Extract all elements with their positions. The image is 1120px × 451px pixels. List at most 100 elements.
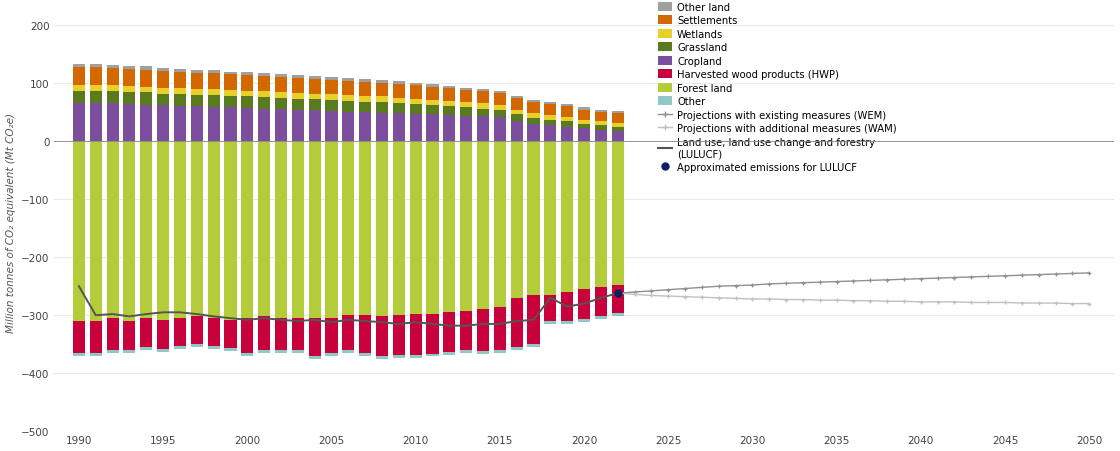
Bar — [309, 356, 320, 359]
Bar — [207, 142, 220, 318]
Bar — [326, 95, 337, 101]
Bar — [595, 126, 607, 130]
Bar — [140, 71, 152, 87]
Bar — [207, 74, 220, 90]
Bar — [612, 112, 624, 114]
Bar — [460, 116, 473, 142]
Bar — [612, 142, 624, 285]
Bar — [578, 129, 590, 142]
Bar — [274, 93, 287, 99]
Bar — [123, 92, 136, 105]
Bar — [494, 350, 506, 353]
Bar — [73, 68, 85, 86]
Bar — [258, 77, 270, 92]
Bar — [157, 72, 169, 88]
Bar — [123, 70, 136, 87]
Bar — [343, 316, 354, 350]
Bar — [595, 142, 607, 288]
Point — [609, 290, 627, 297]
Bar — [174, 318, 186, 346]
Bar — [343, 102, 354, 112]
Bar — [90, 68, 102, 86]
Bar — [410, 83, 422, 86]
Bar — [444, 142, 456, 313]
Bar — [326, 353, 337, 356]
Bar — [224, 348, 236, 351]
Bar — [393, 355, 405, 358]
Bar — [578, 120, 590, 124]
Bar — [258, 317, 270, 350]
Bar — [157, 88, 169, 94]
Bar — [444, 102, 456, 107]
Bar — [106, 86, 119, 92]
Bar — [528, 295, 540, 345]
Bar — [595, 288, 607, 317]
Bar — [528, 114, 540, 119]
Bar — [90, 142, 102, 321]
Bar — [90, 104, 102, 142]
Bar — [157, 320, 169, 349]
Bar — [241, 142, 253, 318]
Bar — [73, 65, 85, 68]
Bar — [360, 316, 371, 353]
Bar — [207, 96, 220, 108]
Bar — [427, 106, 439, 115]
Bar — [207, 346, 220, 349]
Bar — [612, 285, 624, 313]
Bar — [258, 142, 270, 317]
Bar — [90, 353, 102, 356]
Bar — [157, 69, 169, 72]
Bar — [73, 142, 85, 321]
Bar — [140, 347, 152, 350]
Bar — [427, 314, 439, 354]
Bar — [427, 101, 439, 106]
Bar — [360, 97, 371, 102]
Bar — [460, 108, 473, 116]
Bar — [343, 79, 354, 82]
Bar — [309, 142, 320, 318]
Bar — [291, 110, 304, 142]
Bar — [578, 108, 590, 110]
Bar — [578, 110, 590, 120]
Bar — [393, 142, 405, 316]
Bar — [291, 350, 304, 353]
Bar — [190, 71, 203, 74]
Bar — [106, 350, 119, 353]
Bar — [393, 85, 405, 98]
Bar — [360, 83, 371, 97]
Bar — [376, 80, 388, 83]
Bar — [511, 347, 523, 350]
Bar — [410, 105, 422, 115]
Bar — [528, 124, 540, 142]
Bar — [444, 89, 456, 102]
Bar — [174, 346, 186, 349]
Bar — [393, 98, 405, 104]
Bar — [444, 87, 456, 89]
Bar — [511, 115, 523, 122]
Bar — [494, 142, 506, 307]
Bar — [174, 89, 186, 95]
Bar — [123, 105, 136, 142]
Bar — [224, 142, 236, 320]
Bar — [258, 92, 270, 98]
Bar — [157, 142, 169, 320]
Bar — [612, 114, 624, 123]
Bar — [174, 73, 186, 89]
Bar — [309, 318, 320, 356]
Bar — [511, 99, 523, 110]
Bar — [494, 94, 506, 106]
Bar — [241, 73, 253, 76]
Bar — [427, 142, 439, 314]
Bar — [274, 142, 287, 318]
Bar — [544, 321, 557, 324]
Bar — [393, 104, 405, 114]
Bar — [224, 97, 236, 108]
Bar — [343, 82, 354, 96]
Bar — [207, 318, 220, 346]
Bar — [140, 142, 152, 318]
Bar — [612, 127, 624, 131]
Bar — [258, 110, 270, 142]
Bar — [343, 112, 354, 142]
Bar — [174, 142, 186, 318]
Bar — [224, 91, 236, 97]
